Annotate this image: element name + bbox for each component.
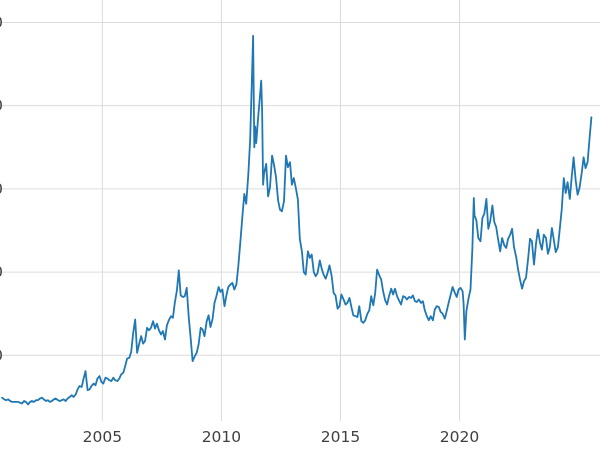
y-tick-label-clipped: 40 — [0, 97, 3, 115]
y-tick-label-clipped: 50 — [0, 13, 3, 31]
x-tick-label: 2005 — [83, 428, 122, 446]
x-tick-label: 2020 — [440, 428, 479, 446]
y-tick-label-clipped: 20 — [0, 263, 3, 281]
y-tick-label-clipped: 30 — [0, 180, 3, 198]
y-tick-label-clipped: 10 — [0, 346, 3, 364]
x-tick-label: 2015 — [321, 428, 360, 446]
price-series-line — [1, 34, 593, 406]
x-tick-label: 2010 — [202, 428, 241, 446]
